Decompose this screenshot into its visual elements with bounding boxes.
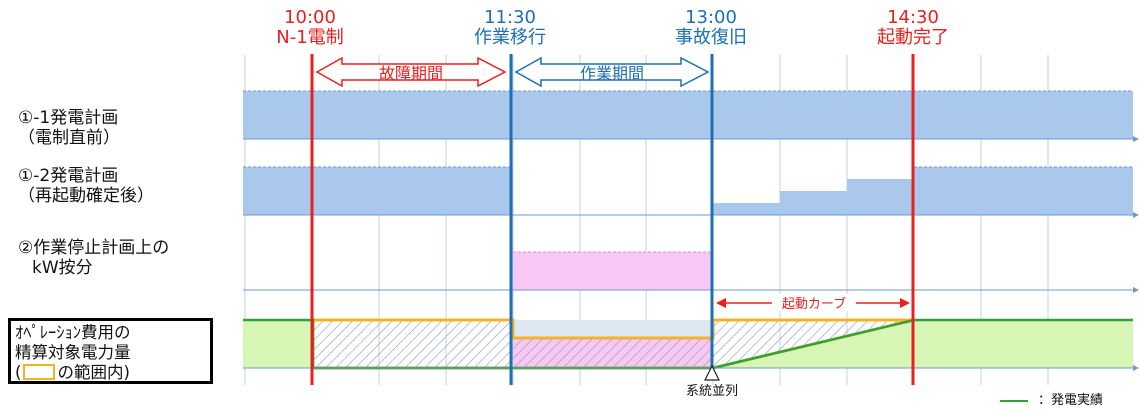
row-label-plan2: ①-2発電計画 （再起動確定後） [18, 166, 154, 206]
row-allocation-line2: kW按分 [32, 258, 93, 278]
settlement-hatch-b [513, 338, 713, 368]
event-work-transition: 作業移行 [474, 27, 546, 48]
ops-box-line3: ( の範囲内) [15, 363, 210, 383]
time-1130: 11:30 [484, 7, 536, 28]
fault-period-arrow [315, 56, 507, 88]
work-period-arrow [514, 56, 710, 88]
plan2-fill-b [713, 203, 780, 215]
settlement-top-band [513, 320, 713, 338]
row-axes [243, 138, 1133, 369]
actual-fill-right [914, 320, 1133, 368]
startup-curve-label: 起動カーブ [782, 296, 846, 312]
row-label-allocation: ②作業停止計画上の kW按分 [18, 238, 169, 278]
row-plan2-line1: ①-2発電計画 [18, 166, 119, 186]
time-1000: 10:00 [284, 7, 336, 28]
time-label-1430: 14:30 起動完了 [853, 8, 973, 48]
row-plan2-line2: （再起動確定後） [18, 186, 154, 206]
row-allocation-line1: ②作業停止計画上の [18, 238, 170, 258]
plan2-fill-d [847, 179, 914, 215]
settlement-hatch-a [313, 320, 513, 368]
startup-label-bg [772, 294, 856, 311]
actual-output-legend-icon [1000, 399, 1028, 402]
ops-box-open-paren: ( [15, 363, 22, 382]
row-label-plan1: ①-1発電計画 （電制直前） [18, 108, 120, 148]
plan2-fill-a [243, 167, 513, 215]
legend-label: ：発電実績 [1038, 393, 1104, 408]
ops-box-line1: ｵﾍﾟﾚｰｼｮﾝ費用の [15, 323, 131, 342]
plan2-fill-c [780, 191, 847, 215]
event-startup-complete: 起動完了 [877, 27, 949, 48]
event-n1-trip: N-1電制 [276, 27, 344, 48]
operation-cost-box: ｵﾍﾟﾚｰｼｮﾝ費用の 精算対象電力量 ( の範囲内) [8, 318, 213, 384]
work-period-label: 作業期間 [580, 64, 644, 83]
grid-connection-label: 系統並列 [686, 384, 738, 399]
actual-fill-left [243, 320, 313, 368]
plan1-fill [243, 91, 1133, 139]
grid-connection-marker [704, 364, 720, 381]
time-label-1130: 11:30 作業移行 [450, 8, 570, 48]
event-fault-recovery: 事故復旧 [675, 27, 747, 48]
startup-arrow-head-right [900, 298, 910, 308]
ops-box-range-text: の範囲内) [57, 363, 130, 382]
legend: ：発電実績 [1000, 389, 1103, 408]
time-1430: 14:30 [887, 7, 939, 28]
startup-arrow-head-left [716, 298, 726, 308]
row-plan1-line1: ①-1発電計画 [18, 108, 119, 128]
plan2-fill-e [914, 167, 1133, 215]
allocation-fill [513, 252, 713, 290]
settlement-swatch-icon [23, 364, 56, 380]
axis-arrows [1133, 136, 1139, 371]
time-label-1000: 10:00 N-1電制 [250, 8, 370, 48]
time-label-1300: 13:00 事故復旧 [651, 8, 771, 48]
row-plan1-line2: （電制直前） [18, 128, 120, 148]
fault-period-label: 故障期間 [379, 64, 443, 83]
time-1300: 13:00 [685, 7, 737, 28]
ops-box-line2: 精算対象電力量 [15, 343, 131, 362]
